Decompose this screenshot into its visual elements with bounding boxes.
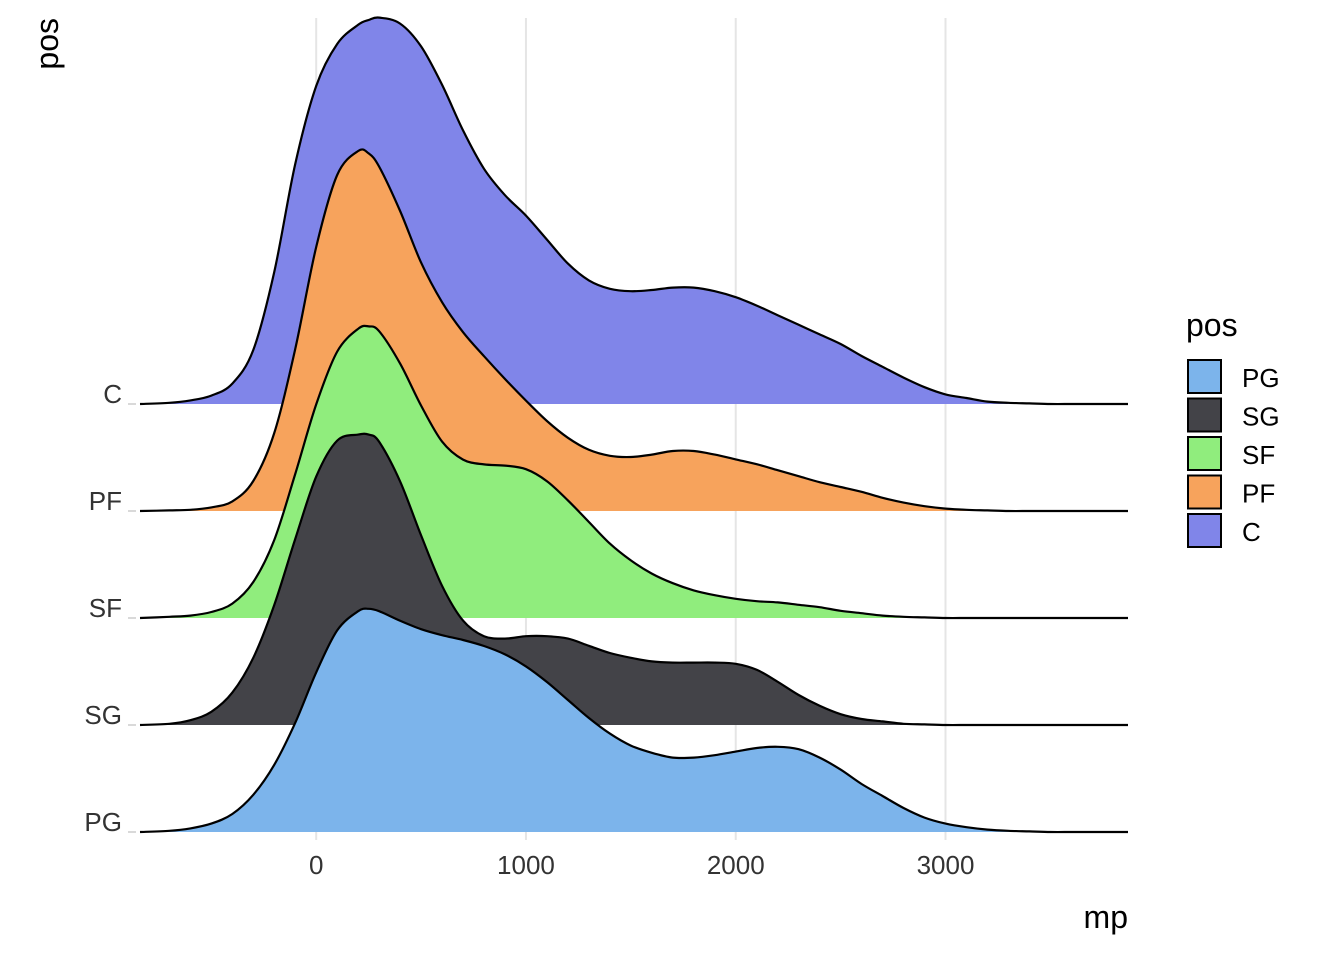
legend-swatch-C (1187, 513, 1222, 548)
legend-item-SF: SF (1187, 436, 1275, 471)
legend: pos PG SG SF PF C (1186, 307, 1280, 548)
legend-swatch-SG (1187, 397, 1222, 433)
y-tick-label-SG: SG (84, 700, 122, 730)
legend-title: pos (1186, 307, 1238, 343)
x-tick-label-3: 3000 (917, 850, 975, 880)
legend-label-C: C (1242, 517, 1261, 547)
x-tick-label-0: 0 (309, 850, 323, 880)
legend-label-SF: SF (1242, 440, 1275, 470)
ridge-outline-C (139, 16, 1128, 406)
legend-item-PF: PF (1187, 474, 1275, 510)
ridge-area-PG (140, 608, 1128, 833)
x-tick-label-2: 2000 (707, 850, 765, 880)
ridge-area-C (140, 17, 1128, 405)
y-tick-label-C: C (103, 379, 122, 409)
ridge-C (139, 16, 1128, 406)
x-tick-label-1: 1000 (497, 850, 555, 880)
legend-swatch-PF (1187, 474, 1222, 510)
legend-item-C: C (1187, 513, 1261, 548)
legend-item-SG: SG (1187, 397, 1280, 433)
ridges (139, 16, 1128, 834)
legend-item-PG: PG (1187, 359, 1280, 394)
y-axis-title: pos (29, 18, 65, 70)
legend-label-PF: PF (1242, 479, 1275, 509)
x-axis-tick-labels: 0 1000 2000 3000 (309, 850, 974, 880)
x-axis-title: mp (1084, 899, 1128, 935)
y-tick-label-SF: SF (89, 593, 122, 623)
ridge-outline-SF (139, 324, 1128, 620)
y-tick-label-PG: PG (84, 807, 122, 837)
legend-label-PG: PG (1242, 363, 1280, 393)
ridge-PG (139, 607, 1128, 834)
ridge-outline-SG (139, 432, 1128, 727)
ridge-outline-PF (139, 148, 1128, 513)
y-axis-tick-labels: PG SG SF PF C (84, 379, 136, 837)
y-tick-label-PF: PF (89, 486, 122, 516)
ridge-outline-PG (139, 607, 1128, 834)
legend-label-SG: SG (1242, 402, 1280, 432)
legend-swatch-SF (1187, 436, 1222, 471)
legend-swatch-PG (1187, 359, 1222, 394)
